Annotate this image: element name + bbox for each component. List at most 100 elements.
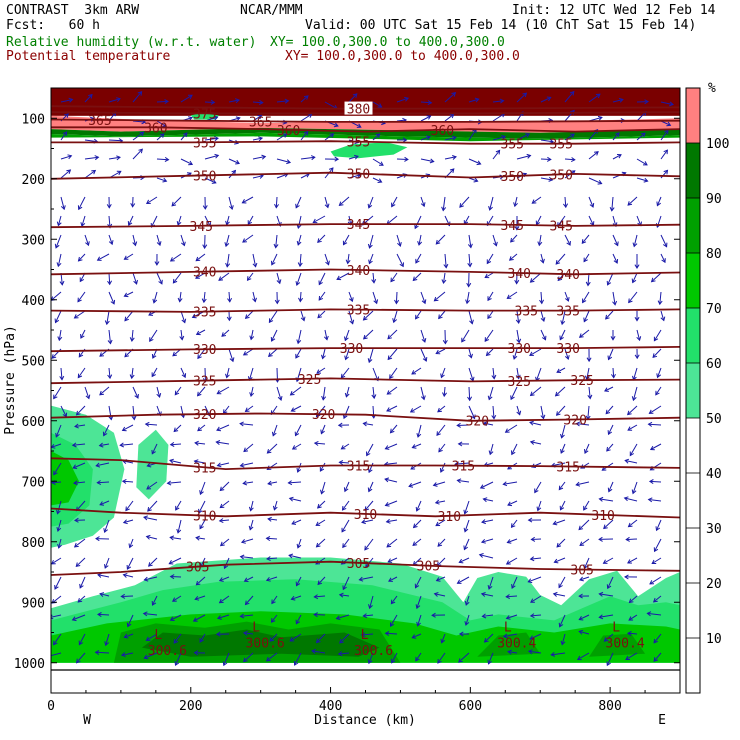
- wind-vector-head: [399, 262, 404, 268]
- wind-vector-head: [384, 445, 390, 450]
- wind-vector: [170, 536, 182, 540]
- wind-vector: [653, 652, 662, 662]
- wind-vector-head: [411, 444, 417, 449]
- wind-vector: [336, 614, 350, 620]
- wind-vector-head: [194, 440, 199, 446]
- wind-vector-head: [182, 132, 188, 138]
- wind-vector: [436, 576, 446, 582]
- isentrope-label: 345: [549, 220, 572, 235]
- wind-vector: [372, 177, 382, 183]
- wind-vector: [361, 633, 374, 636]
- wind-vector: [316, 633, 326, 643]
- wind-vector: [84, 170, 96, 179]
- wind-vector-head: [558, 583, 563, 589]
- wind-vector-head: [529, 440, 535, 445]
- wind-vector-head: [261, 154, 267, 160]
- wind-vector: [459, 557, 470, 563]
- wind-vector: [156, 100, 169, 103]
- wind-vector-head: [471, 414, 476, 420]
- wind-vector: [444, 253, 447, 268]
- wind-vector-head: [289, 637, 295, 642]
- wind-vector-head: [108, 415, 114, 421]
- wind-vector-head: [404, 96, 410, 102]
- wind-vector: [108, 234, 113, 245]
- wind-vector-head: [540, 258, 545, 264]
- wind-vector-head: [181, 373, 187, 379]
- wind-vector-head: [514, 279, 520, 285]
- wind-vector-head: [179, 335, 185, 341]
- wind-vector-head: [75, 562, 81, 567]
- wind-vector-head: [364, 506, 370, 512]
- wind-vector: [169, 557, 182, 565]
- wind-vector-head: [152, 298, 158, 304]
- wind-vector: [578, 519, 590, 530]
- wind-vector: [503, 481, 518, 485]
- wind-vector-head: [598, 614, 604, 620]
- wind-vector-head: [122, 519, 128, 525]
- wind-vector: [588, 215, 594, 226]
- wind-vector-head: [268, 318, 274, 324]
- wind-vector-head: [436, 431, 441, 436]
- wind-vector-head: [656, 201, 661, 207]
- wind-vector: [245, 310, 254, 319]
- wind-vector-head: [631, 396, 637, 402]
- colorbar-band: [686, 363, 700, 418]
- wind-vector-head: [315, 638, 321, 644]
- wind-vector: [318, 291, 326, 301]
- wind-vector: [249, 519, 254, 530]
- wind-vector: [120, 443, 134, 446]
- wind-vector-head: [515, 374, 521, 380]
- wind-vector-head: [371, 278, 377, 284]
- wind-vector: [459, 196, 470, 208]
- wind-vector: [612, 154, 622, 160]
- wind-vector: [148, 557, 158, 567]
- wind-vector: [219, 500, 230, 508]
- wind-vector-head: [103, 528, 109, 534]
- wind-vector: [74, 424, 86, 427]
- wind-vector: [271, 614, 278, 623]
- wind-vector-head: [289, 391, 295, 396]
- wind-vector-head: [295, 353, 300, 359]
- wind-vector-head: [142, 611, 148, 617]
- wind-vector: [627, 405, 638, 415]
- isentrope-320: [51, 412, 680, 422]
- wind-vector: [170, 614, 182, 621]
- wind-vector-head: [138, 148, 143, 154]
- wind-vector: [579, 538, 590, 546]
- wind-vector: [488, 576, 494, 590]
- wind-vector: [266, 537, 278, 540]
- wind-vector: [132, 131, 144, 141]
- low-letter: L: [252, 621, 260, 636]
- wind-vector: [530, 614, 542, 617]
- wind-vector: [556, 538, 566, 548]
- low-value: 300.4: [497, 637, 536, 652]
- wind-vector-head: [632, 242, 638, 248]
- wind-vector: [315, 557, 326, 565]
- wind-vector-head: [531, 199, 537, 204]
- wind-vector-head: [648, 409, 654, 414]
- wind-vector: [252, 101, 263, 104]
- wind-vector-head: [340, 373, 346, 379]
- wind-vector: [468, 234, 472, 248]
- wind-vector: [121, 652, 134, 656]
- wind-vector-head: [247, 220, 253, 226]
- wind-vector-head: [295, 581, 301, 587]
- wind-vector-head: [564, 297, 570, 302]
- wind-vector: [510, 386, 518, 400]
- wind-vector-head: [296, 224, 302, 230]
- wind-vector: [296, 576, 302, 586]
- wind-vector: [553, 593, 566, 597]
- wind-vector: [396, 234, 401, 247]
- wind-vector-head: [385, 518, 391, 524]
- wind-vector: [266, 557, 278, 560]
- wind-vector: [551, 652, 566, 656]
- wind-vector-head: [241, 199, 247, 204]
- isentrope-label: 355: [501, 138, 524, 153]
- wind-vector-head: [342, 585, 347, 591]
- wind-vector-head: [273, 243, 279, 249]
- wind-vector: [489, 443, 494, 455]
- wind-vector-head: [218, 276, 224, 281]
- wind-vector-head: [651, 559, 657, 564]
